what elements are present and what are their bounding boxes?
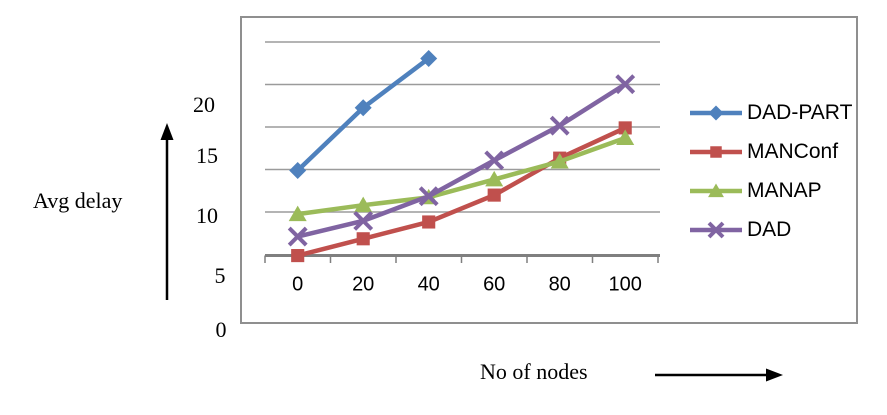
chart-border <box>240 16 858 324</box>
series-line-DAD <box>297 82 627 239</box>
series-line-MANConf <box>297 125 627 258</box>
series-marker-MANAP <box>550 153 569 169</box>
series-marker-MANAP <box>288 205 307 222</box>
x-tick-label: 20 <box>352 273 375 296</box>
x-tick-label: 40 <box>417 273 440 296</box>
y-tick-label: 10 <box>196 203 218 228</box>
series-marker-MANConf <box>422 215 436 229</box>
x-tick-label: 0 <box>292 273 304 296</box>
legend-label: MANAP <box>747 178 822 202</box>
series-line-MANAP <box>297 135 626 217</box>
legend-marker <box>710 145 722 158</box>
series-marker-MANConf <box>487 188 501 202</box>
series-marker-MANAP <box>354 196 373 213</box>
x-tick-label: 60 <box>483 273 506 296</box>
x-axis-arrow-head-icon <box>766 368 783 382</box>
series-marker-DAD-PART <box>289 161 307 179</box>
legend-item-MANConf: MANConf <box>690 139 839 163</box>
legend-item-DAD: DAD <box>690 218 792 241</box>
legend-marker <box>708 105 724 121</box>
y-axis-title: Avg delay <box>33 188 123 213</box>
series-marker-DAD-PART <box>354 99 372 117</box>
series-marker-DAD <box>353 210 374 231</box>
legend-label: DAD-PART <box>747 101 853 124</box>
x-axis-title: No of nodes <box>480 359 588 384</box>
y-tick-label: 5 <box>214 263 226 288</box>
series-marker-DAD <box>418 186 439 207</box>
series-marker-DAD-PART <box>420 49 438 67</box>
legend-marker <box>707 221 725 239</box>
legend-label: DAD <box>747 218 792 241</box>
x-tick-label: 80 <box>548 273 571 296</box>
series-marker-MANAP <box>485 170 504 187</box>
y-axis-arrow-head-icon <box>160 123 174 140</box>
legend-label: MANConf <box>747 139 839 163</box>
series-marker-MANConf <box>356 232 370 246</box>
series-marker-MANConf <box>291 249 305 263</box>
series-marker-DAD <box>287 226 308 247</box>
legend-item-MANAP: MANAP <box>690 178 822 202</box>
legend-triangle-icon <box>690 183 742 197</box>
legend-item-DAD-PART: DAD-PART <box>690 101 853 124</box>
legend-square-icon <box>690 145 742 158</box>
series-marker-MANConf <box>618 121 632 135</box>
y-tick-label: 20 <box>193 92 215 117</box>
series-marker-DAD <box>484 150 505 171</box>
legend-marker <box>708 183 724 197</box>
legend-x-icon <box>690 221 742 239</box>
series-marker-DAD <box>549 115 570 136</box>
y-tick-label: 0 <box>215 317 227 342</box>
series-marker-DAD <box>615 74 636 95</box>
series-marker-MANAP <box>616 129 635 145</box>
legend-diamond-icon <box>690 105 742 121</box>
y-tick-label: 15 <box>196 143 218 168</box>
x-tick-label: 100 <box>608 273 642 296</box>
